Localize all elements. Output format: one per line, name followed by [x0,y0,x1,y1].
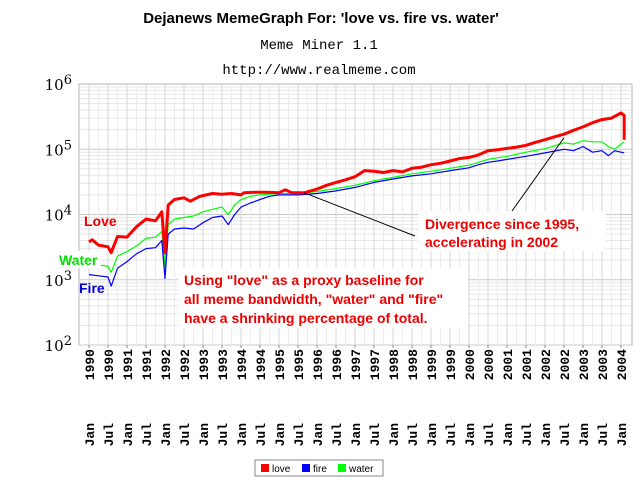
x-tick-month: Jul [292,423,307,447]
water-label-background [51,251,101,268]
proxy-note-line-2: all meme bandwidth, "water" and "fire" [184,291,443,307]
fire-series-label: Fire [79,280,105,296]
love-series-label: Love [84,213,117,229]
divergence-note-line-1: Divergence since 1995, [425,216,579,232]
y-tick-label: 105 [45,138,72,159]
x-tick-month: Jul [444,423,459,447]
y-tick-label: 103 [45,269,72,290]
y-axis-ticks: 102 103 104 105 106 [45,73,72,355]
proxy-note-background [178,268,468,328]
x-tick-year: 1992 [178,349,193,380]
x-tick-year: 1994 [254,349,269,380]
divergence-arrow-1995 [304,192,416,237]
x-tick-year: 2001 [520,349,535,380]
x-tick-month: Jul [254,423,269,447]
proxy-note-line-1: Using "love" as a proxy baseline for [184,272,424,288]
x-tick-month: Jan [349,423,364,447]
x-tick-month: Jul [178,423,193,447]
proxy-note-line-3: have a shrinking percentage of total. [184,310,428,326]
legend-label-love: love [272,464,291,475]
legend-label-fire: fire [313,464,327,475]
x-tick-year: 2003 [596,349,611,380]
site-url: http://www.realmeme.com [222,63,415,79]
x-tick-month: Jul [140,423,155,447]
x-tick-year: 1993 [197,349,212,380]
series-line-love [88,111,626,255]
x-tick-month: Jan [197,423,212,447]
x-tick-month: Jan [235,423,250,447]
x-tick-year: 2002 [539,349,554,380]
x-tick-month: Jan [463,423,478,447]
y-tick-label: 106 [45,73,72,94]
x-tick-year: 1990 [83,349,98,380]
water-series-label: Water [59,252,98,268]
legend-box [254,459,384,477]
x-tick-year: 1991 [140,349,155,380]
x-tick-year: 1998 [387,349,402,380]
x-tick-year: 2001 [501,349,516,380]
y-tick-label: 104 [45,204,72,225]
x-tick-month: Jul [520,423,535,447]
x-tick-year: 1994 [235,349,250,380]
x-tick-year: 1999 [444,349,459,380]
legend-swatch-water [338,464,346,472]
x-tick-month: Jan [311,423,326,447]
x-tick-year: 1997 [349,349,364,380]
series-line-fire [88,145,625,287]
x-tick-year: 1995 [273,349,288,380]
x-tick-year: 1997 [368,349,383,380]
divergence-note-background [418,211,606,251]
x-tick-month: Jul [368,423,383,447]
x-tick-year: 2000 [482,349,497,380]
x-tick-year: 2000 [463,349,478,380]
x-tick-year: 1996 [330,349,345,380]
x-tick-year: 1991 [121,349,136,380]
divergence-note-line-2: accelerating in 2002 [425,234,558,250]
x-tick-month: Jan [159,423,174,447]
x-tick-year: 1995 [292,349,307,380]
legend-swatch-fire [302,464,310,472]
annotations: Love Water Fire Divergence since 1995, a… [51,211,606,328]
x-tick-month: Jul [558,423,573,447]
x-tick-month: Jul [482,423,497,447]
x-tick-month: Jan [577,423,592,447]
series-line-water [88,140,625,273]
x-tick-month: Jul [406,423,421,447]
x-tick-month: Jan [615,423,630,447]
legend: love fire water [254,459,384,477]
x-tick-month: Jul [596,423,611,447]
x-tick-year: 2003 [577,349,592,380]
chart-subtitle: Meme Miner 1.1 [260,38,378,54]
x-tick-month: Jan [501,423,516,447]
x-tick-month: Jan [387,423,402,447]
x-tick-month: Jul [330,423,345,447]
x-tick-year: 1996 [311,349,326,380]
x-tick-month: Jul [102,423,117,447]
x-tick-month: Jan [425,423,440,447]
x-tick-year: 1998 [406,349,421,380]
legend-label-water: water [348,464,374,475]
y-tick-label: 102 [45,334,72,355]
series-lines [88,111,626,287]
x-tick-month: Jan [539,423,554,447]
x-tick-year: 1999 [425,349,440,380]
x-tick-year: 1992 [159,349,174,380]
x-tick-year: 2002 [558,349,573,380]
x-tick-year: 2004 [615,349,630,380]
x-tick-month: Jan [83,423,98,447]
divergence-arrow-2002 [511,137,565,212]
chart-title: Dejanews MemeGraph For: 'love vs. fire v… [143,10,499,27]
x-tick-month: Jul [216,423,231,447]
x-tick-year: 1990 [102,349,117,380]
x-tick-month: Jan [121,423,136,447]
x-tick-month: Jan [273,423,288,447]
x-axis-ticks: 1990 Jan 1990 Jul 1991 Jan 1991 Jul 1992 Jan 1992 J… [83,345,630,446]
x-tick-year: 1993 [216,349,231,380]
legend-swatch-love [261,464,269,472]
